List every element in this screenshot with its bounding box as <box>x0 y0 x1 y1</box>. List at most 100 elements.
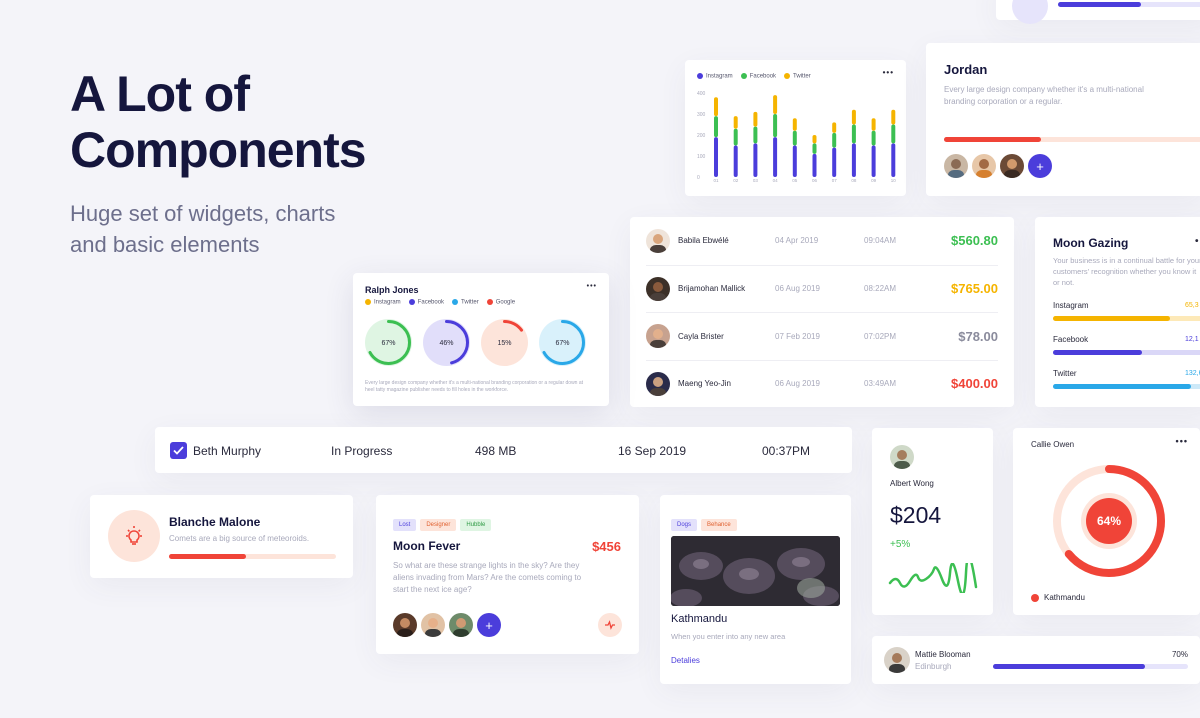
more-options-icon[interactable]: ••• <box>586 283 597 290</box>
avatar <box>646 324 670 348</box>
transaction-name: Babila Ebwélé <box>678 236 729 245</box>
moon-fever-tags: Lost Designer Hubble <box>393 513 495 531</box>
transaction-name: Brijamohan Mallick <box>678 284 746 293</box>
stat-value: 65,3 <box>1185 302 1199 309</box>
check-icon <box>173 446 184 455</box>
ring-bg <box>539 319 586 366</box>
transaction-row[interactable]: Brijamohan Mallick 06 Aug 2019 08:22AM $765… <box>646 264 998 312</box>
transaction-row[interactable]: Babila Ebwélé 04 Apr 2019 09:04AM $560.80 <box>646 217 998 264</box>
file-owner: Beth Murphy <box>193 444 262 458</box>
moon-gazing-card: Moon Gazing • Your business is in a cont… <box>1035 217 1200 407</box>
transaction-date: 06 Aug 2019 <box>775 379 820 388</box>
bar-facebook-04 <box>773 114 778 138</box>
blanche-name: Blanche Malone <box>169 515 261 529</box>
transaction-amount: $765.00 <box>951 281 998 296</box>
bar-instagram-05 <box>792 145 797 177</box>
legend-dot <box>452 299 459 305</box>
callie-owen-card: Callie Owen ••• 64% Kathmandu <box>1013 428 1200 615</box>
transaction-row[interactable]: Maeng Yeo-Jin 06 Aug 2019 03:49AM $400.00 <box>646 359 998 407</box>
add-member-button[interactable]: + <box>477 613 501 637</box>
x-tick-label: 08 <box>851 178 857 183</box>
more-options-icon[interactable]: ••• <box>882 68 894 77</box>
ralph-desc: Every large design company whether it's … <box>365 380 584 393</box>
hero-subtitle-line-2: and basic elements <box>70 232 260 257</box>
y-tick-label: 300 <box>697 112 706 118</box>
legend-dot <box>784 73 791 79</box>
bar-twitter-03 <box>753 111 758 127</box>
bar-facebook-05 <box>792 130 797 146</box>
more-options-icon[interactable]: ••• <box>1175 436 1188 446</box>
activity-button[interactable] <box>598 613 622 637</box>
x-tick-label: 03 <box>753 178 759 183</box>
legend-dot <box>740 73 747 79</box>
moon-fever-price: $456 <box>592 539 621 554</box>
legend-item-twitter: Twitter <box>452 299 479 306</box>
callie-donut-chart: 64% <box>1053 465 1165 577</box>
avatar[interactable] <box>884 647 910 673</box>
tag-behance[interactable]: Behance <box>701 519 737 531</box>
hero-title-line-1: A Lot of <box>70 66 250 122</box>
legend-label: Instagram <box>706 73 733 80</box>
stat-progress-track <box>1053 350 1200 355</box>
kathmandu-desc: When you enter into any new area <box>671 632 786 641</box>
x-tick-label: 04 <box>773 178 779 183</box>
ring-chart: 15% <box>481 319 528 366</box>
bar-twitter-04 <box>773 95 778 114</box>
ring-chart: 46% <box>423 319 470 366</box>
albert-name: Albert Wong <box>890 479 934 488</box>
tag-dogs[interactable]: Dogs <box>671 519 698 531</box>
avatar[interactable] <box>972 154 996 178</box>
file-status: In Progress <box>331 444 393 458</box>
y-tick-label: 200 <box>697 133 706 139</box>
transaction-time: 09:04AM <box>864 236 897 245</box>
jordan-progress-track <box>944 137 1200 142</box>
avatar[interactable] <box>393 613 417 637</box>
albert-change: +5% <box>890 539 911 550</box>
jordan-avatars: + <box>944 154 1052 178</box>
details-link[interactable]: Detalies <box>671 656 700 665</box>
tag-hubble[interactable]: Hubble <box>460 519 492 531</box>
avatar[interactable] <box>449 613 473 637</box>
bar-instagram-02 <box>733 145 738 177</box>
tag-designer[interactable]: Designer <box>420 519 457 531</box>
transaction-date: 04 Apr 2019 <box>775 236 819 245</box>
albert-amount: $204 <box>890 502 942 528</box>
x-tick-label: 01 <box>713 178 719 183</box>
y-tick-label: 0 <box>697 175 700 181</box>
avatar[interactable] <box>421 613 445 637</box>
ralph-rings: 67% 46% 15% 67% <box>365 319 586 366</box>
avatar[interactable] <box>890 445 914 469</box>
mattie-progress-fill <box>993 664 1146 669</box>
bulb-icon-wrap <box>108 510 160 562</box>
bar-instagram-01 <box>714 137 718 177</box>
donut-center <box>1086 498 1132 544</box>
stat-progress-fill <box>1053 384 1191 389</box>
avatar[interactable] <box>1000 154 1024 178</box>
transaction-row[interactable]: Cayla Brister 07 Feb 2019 07:02PM $78.00 <box>646 312 998 359</box>
more-options-icon[interactable]: • <box>1195 236 1200 247</box>
bar-twitter-01 <box>714 97 718 117</box>
add-member-button[interactable]: + <box>1028 154 1052 178</box>
transaction-date: 07 Feb 2019 <box>775 331 820 341</box>
moon-gazing-title: Moon Gazing <box>1053 236 1129 250</box>
avatar <box>646 371 670 396</box>
bar-facebook-01 <box>714 116 718 138</box>
legend-dot <box>697 73 703 79</box>
row-checkbox[interactable] <box>170 442 187 459</box>
jordan-progress-fill <box>944 137 1041 142</box>
albert-wong-card: Albert Wong $204 +5% <box>872 428 993 615</box>
file-row[interactable]: Beth Murphy In Progress 498 MB 16 Sep 20… <box>155 427 852 473</box>
stat-progress-fill <box>1053 350 1143 355</box>
moon-gazing-desc: Your business is in a continual battle f… <box>1053 256 1200 287</box>
legend-label: Facebook <box>749 73 777 80</box>
x-tick-label: 06 <box>812 178 818 183</box>
ring-bg <box>481 319 528 366</box>
tag-lost[interactable]: Lost <box>393 519 417 531</box>
bar-instagram-03 <box>753 143 758 177</box>
stat-value: 12,1 <box>1185 336 1199 343</box>
x-tick-label: 05 <box>792 178 798 183</box>
transaction-amount: $78.00 <box>958 328 998 344</box>
bar-facebook-07 <box>832 132 837 148</box>
bar-facebook-08 <box>851 124 856 144</box>
avatar[interactable] <box>944 154 968 178</box>
